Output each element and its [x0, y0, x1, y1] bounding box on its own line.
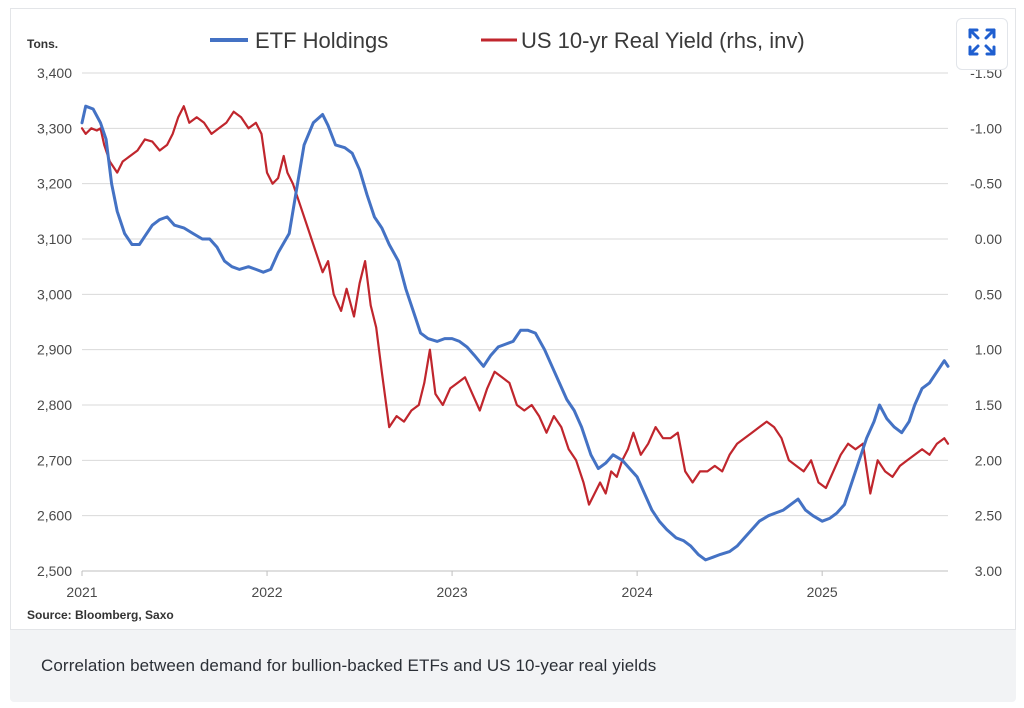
- right-tick-label: -1.00: [970, 120, 1002, 136]
- figure-caption: Correlation between demand for bullion-b…: [41, 656, 657, 675]
- expand-icon: [967, 27, 997, 62]
- x-tick-label: 2022: [251, 584, 282, 600]
- left-tick-label: 2,700: [37, 452, 72, 468]
- expand-button[interactable]: [956, 18, 1008, 70]
- x-tick-label: 2025: [807, 584, 838, 600]
- right-tick-label: 2.00: [975, 452, 1002, 468]
- legend-label-real-yield: US 10-yr Real Yield (rhs, inv): [521, 28, 805, 53]
- right-tick-label: -0.50: [970, 176, 1002, 192]
- legend: ETF Holdings US 10-yr Real Yield (rhs, i…: [210, 28, 805, 53]
- left-tick-label: 2,600: [37, 508, 72, 524]
- right-axis-ticks: -1.50-1.00-0.500.000.501.001.502.002.503…: [970, 65, 1002, 579]
- left-tick-label: 2,900: [37, 342, 72, 358]
- left-tick-label: 3,300: [37, 120, 72, 136]
- x-tick-label: 2021: [66, 584, 97, 600]
- x-axis-ticks: 2021 2022 2023 2024 2025: [66, 571, 838, 600]
- right-tick-label: 0.50: [975, 286, 1002, 302]
- left-tick-label: 2,800: [37, 397, 72, 413]
- left-tick-label: 3,100: [37, 231, 72, 247]
- right-tick-label: 0.00: [975, 231, 1002, 247]
- chart-panel: [10, 8, 1016, 630]
- left-tick-label: 3,000: [37, 286, 72, 302]
- units-label: Tons.: [27, 37, 58, 51]
- series-line-real-yield: [80, 105, 950, 506]
- right-tick-label: 1.50: [975, 397, 1002, 413]
- left-tick-label: 2,500: [37, 563, 72, 579]
- right-tick-label: 1.00: [975, 342, 1002, 358]
- left-axis-ticks: 3,400 3,300 3,200 3,100 3,000 2,900 2,800 2,700…: [37, 65, 72, 579]
- source-note: Source: Bloomberg, Saxo: [27, 608, 174, 622]
- left-tick-label: 3,200: [37, 176, 72, 192]
- series-layer: [80, 104, 950, 562]
- legend-label-etf: ETF Holdings: [255, 28, 388, 53]
- grid-lines: [82, 72, 948, 572]
- left-tick-label: 3,400: [37, 65, 72, 81]
- x-tick-label: 2024: [622, 584, 653, 600]
- series-line-etf-holdings: [80, 104, 950, 562]
- right-tick-label: 3.00: [975, 563, 1002, 579]
- right-tick-label: 2.50: [975, 508, 1002, 524]
- x-tick-label: 2023: [437, 584, 468, 600]
